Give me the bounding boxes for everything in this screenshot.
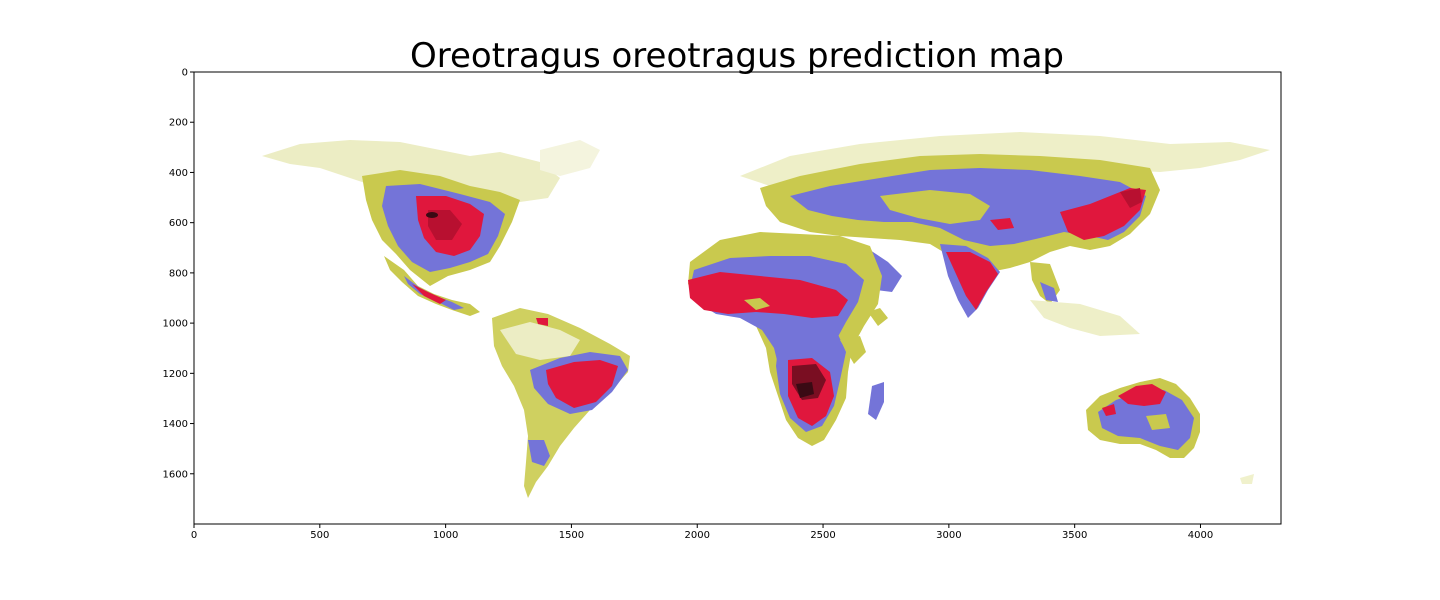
y-tick-label: 800 (169, 268, 188, 279)
y-tick-label: 1000 (163, 319, 188, 330)
plot-frame (193, 71, 1282, 525)
australia-landmass (1086, 378, 1200, 458)
y-tick-label: 600 (169, 218, 188, 229)
y-tick-label: 1600 (163, 469, 188, 480)
x-tick-label: 3500 (1062, 530, 1087, 541)
eurasia-landmass (740, 132, 1270, 336)
islands-landmass (1240, 474, 1254, 484)
map-title: Oreotragus oreotragus prediction map (410, 36, 1064, 76)
x-axis: 0 500 1000 1500 2000 2500 3000 3500 4000 (191, 524, 1213, 541)
x-tick-label: 4000 (1188, 530, 1213, 541)
y-tick-label: 0 (182, 68, 188, 79)
north-america-landmass (262, 140, 560, 316)
x-tick-label: 3000 (936, 530, 961, 541)
x-tick-label: 0 (191, 530, 197, 541)
x-tick-label: 1000 (433, 530, 458, 541)
africa-landmass (688, 232, 888, 446)
y-tick-label: 1200 (163, 369, 188, 380)
y-axis: 0 200 400 600 800 1000 1200 1400 1600 (163, 68, 194, 480)
y-tick-label: 200 (169, 118, 188, 129)
x-tick-label: 2000 (685, 530, 710, 541)
x-tick-label: 1500 (559, 530, 584, 541)
y-tick-label: 1400 (163, 419, 188, 430)
y-tick-label: 400 (169, 168, 188, 179)
greenland-landmass (540, 140, 600, 176)
x-tick-label: 2500 (810, 530, 835, 541)
map-raster (262, 132, 1270, 498)
x-tick-label: 500 (310, 530, 329, 541)
south-america-landmass (492, 308, 630, 498)
